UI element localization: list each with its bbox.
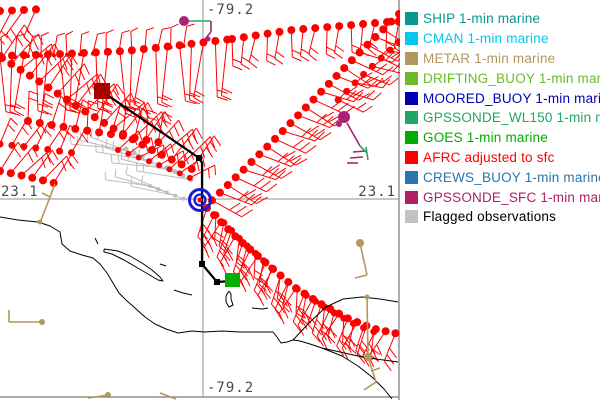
legend-label-metar: METAR 1-min marine (423, 50, 556, 66)
legend-swatch-afrc (405, 150, 418, 164)
map-canvas[interactable]: -79.2 23.1 23.1 -79.2 (0, 0, 400, 400)
legend-label-goes: GOES 1-min marine (423, 130, 548, 146)
legend-label-gpssonde-wl150: GPSSONDE_WL150 1-min mar (423, 110, 600, 126)
legend-label-crews-buoy: CREWS_BUOY 1-min marine (423, 169, 600, 185)
legend-label-flagged: Flagged observations (423, 209, 557, 225)
legend-item-crews-buoy: CREWS_BUOY 1-min marine (400, 167, 600, 187)
legend-item-gpssonde-wl150: GPSSONDE_WL150 1-min mar (400, 108, 600, 128)
legend-item-cman: CMAN 1-min marine (400, 29, 600, 49)
lat-label-left: 23.1 (1, 184, 39, 200)
legend-item-afrc: AFRC adjusted to sfc (400, 148, 600, 168)
legend-item-moored-buoy: MOORED_BUOY 1-min marine (400, 88, 600, 108)
legend-swatch-flagged (405, 210, 418, 224)
legend-item-goes: GOES 1-min marine (400, 128, 600, 148)
lon-label-top: -79.2 (207, 2, 254, 18)
legend-swatch-cman (405, 32, 418, 46)
legend-label-cman: CMAN 1-min marine (423, 31, 549, 47)
legend-panel: SHIP 1-min marine CMAN 1-min marine META… (400, 0, 600, 400)
legend-item-ship: SHIP 1-min marine (400, 9, 600, 29)
goes-observation-square (225, 273, 240, 287)
legend-label-gpssonde-sfc: GPSSONDE_SFC 1-min marine (423, 189, 600, 205)
legend-swatch-drifting-buoy (405, 71, 418, 85)
legend-item-gpssonde-sfc: GPSSONDE_SFC 1-min marine (400, 187, 600, 207)
legend-swatch-ship (405, 12, 418, 26)
legend-item-metar: METAR 1-min marine (400, 49, 600, 69)
legend-swatch-metar (405, 51, 418, 65)
legend-label-ship: SHIP 1-min marine (423, 11, 541, 27)
legend-label-moored-buoy: MOORED_BUOY 1-min marine (423, 90, 600, 106)
legend-label-drifting-buoy: DRIFTING_BUOY 1-min marine (423, 70, 600, 86)
legend-swatch-moored-buoy (405, 91, 418, 105)
map-panel[interactable]: -79.2 23.1 23.1 -79.2 (0, 0, 400, 400)
legend-item-flagged: Flagged observations (400, 207, 600, 227)
legend-label-afrc: AFRC adjusted to sfc (423, 149, 555, 165)
legend-item-drifting-buoy: DRIFTING_BUOY 1-min marine (400, 68, 600, 88)
lat-label-right: 23.1 (358, 184, 396, 200)
legend-swatch-gpssonde-wl150 (405, 111, 418, 125)
legend-swatch-crews-buoy (405, 170, 418, 184)
lon-label-bottom: -79.2 (207, 380, 254, 396)
legend-swatch-gpssonde-sfc (405, 190, 418, 204)
legend-swatch-goes (405, 131, 418, 145)
storm-position-square (94, 83, 110, 99)
